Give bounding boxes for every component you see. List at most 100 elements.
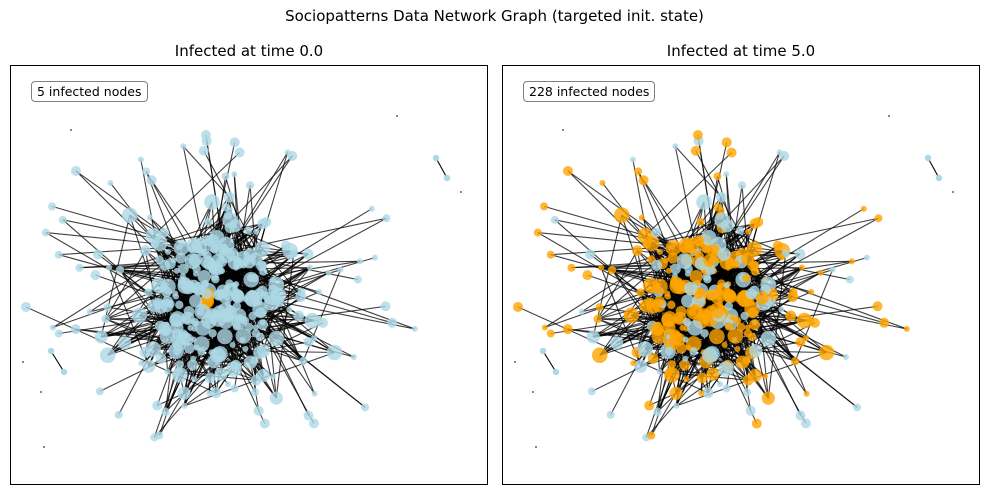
susceptible-node [54, 250, 63, 259]
infected-node [599, 179, 606, 186]
infected-node [664, 369, 673, 378]
susceptible-node [191, 376, 198, 383]
infected-node [541, 324, 548, 331]
isolated-node [70, 129, 72, 131]
infected-node [593, 314, 602, 324]
susceptible-node [180, 143, 187, 150]
susceptible-node [159, 227, 170, 238]
infected-node [848, 258, 855, 265]
susceptible-node [230, 384, 239, 393]
susceptible-node [760, 330, 777, 347]
infected-node [761, 391, 775, 405]
infected-node [790, 356, 800, 366]
susceptible-node [212, 264, 224, 276]
susceptible-node [255, 307, 266, 319]
infected-node [772, 240, 783, 251]
susceptible-node [146, 175, 157, 186]
infected-node [636, 288, 645, 297]
susceptible-node [206, 390, 213, 397]
network-node [552, 368, 560, 376]
infected-node [562, 324, 573, 335]
infected-node [638, 214, 645, 221]
infected-node [789, 288, 798, 297]
susceptible-node [94, 330, 108, 344]
susceptible-node [232, 290, 244, 302]
susceptible-node [175, 360, 185, 369]
susceptible-node [269, 373, 276, 380]
susceptible-node [223, 191, 235, 203]
susceptible-node [681, 294, 695, 308]
network-edge [179, 370, 222, 375]
infected-count-badge-right: 228 infected nodes [523, 81, 656, 102]
susceptible-node [106, 264, 113, 271]
infected-node [595, 303, 604, 312]
infected-node [591, 347, 608, 364]
susceptible-node [325, 269, 332, 276]
susceptible-node [738, 181, 747, 190]
susceptible-node [298, 356, 308, 366]
infected-node [690, 145, 701, 156]
network-edge [761, 297, 827, 353]
susceptible-node [302, 248, 314, 260]
susceptible-node [151, 235, 168, 252]
panel-right-plot: 228 infected nodes [502, 65, 980, 485]
infected-node [724, 290, 736, 302]
susceptible-node [629, 156, 636, 163]
infected-node [753, 216, 764, 227]
susceptible-node [209, 347, 226, 364]
network-edge [52, 269, 219, 329]
infected-node [631, 245, 643, 257]
infected-node [745, 228, 752, 235]
susceptible-node [587, 387, 596, 396]
susceptible-node [155, 431, 164, 440]
susceptible-node [184, 253, 201, 269]
susceptible-node [252, 324, 259, 331]
infected-node [650, 285, 657, 292]
infected-node [798, 264, 805, 271]
network-node [432, 154, 440, 162]
susceptible-node [634, 359, 648, 373]
network-edge [730, 221, 759, 323]
susceptible-node [197, 347, 206, 356]
susceptible-node [794, 248, 806, 260]
panel-left-plot: 5 infected nodes [10, 65, 488, 485]
infected-node [874, 214, 883, 223]
infected-node [562, 166, 573, 177]
susceptible-node [263, 291, 277, 305]
susceptible-node [189, 294, 203, 308]
isolated-node [562, 129, 564, 131]
infected-node [709, 328, 725, 345]
susceptible-node [235, 328, 252, 344]
susceptible-node [228, 219, 242, 233]
susceptible-node [131, 307, 148, 324]
infected-node [709, 302, 725, 319]
network-edge [269, 297, 335, 353]
infected-node [644, 400, 655, 411]
susceptible-node [651, 260, 663, 271]
susceptible-node [297, 288, 306, 297]
susceptible-node [268, 330, 285, 347]
infected-node [761, 373, 768, 380]
susceptible-node [221, 172, 230, 181]
susceptible-node [200, 129, 211, 140]
network-edge [247, 230, 302, 298]
infected-node [533, 228, 542, 237]
susceptible-node [147, 299, 161, 313]
susceptible-node [689, 347, 698, 356]
susceptible-node [673, 402, 680, 409]
susceptible-node [853, 403, 862, 412]
susceptible-node [269, 391, 283, 405]
network-graph-left [21, 115, 462, 448]
susceptible-node [225, 381, 232, 388]
infected-node [696, 217, 705, 226]
infected-node [713, 203, 722, 212]
susceptible-node [173, 293, 180, 300]
isolated-node [43, 446, 45, 448]
susceptible-node [257, 344, 271, 358]
susceptible-node [411, 325, 418, 332]
infected-node [607, 265, 617, 275]
infected-node [546, 250, 555, 259]
susceptible-node [702, 387, 714, 399]
susceptible-node [170, 257, 177, 264]
network-edge [550, 245, 687, 256]
